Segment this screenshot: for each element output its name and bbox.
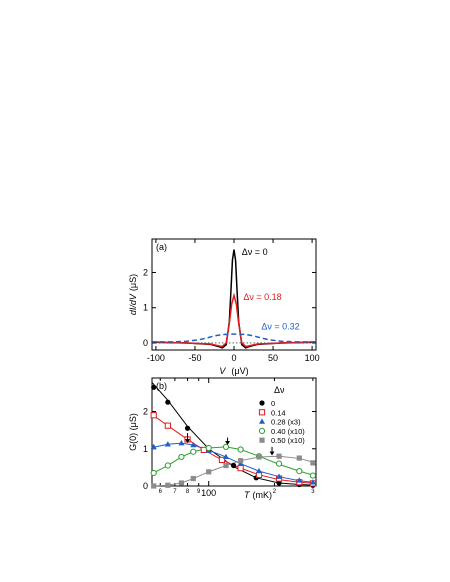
panel-a-ylabel-unit: (μS) bbox=[128, 274, 138, 291]
panel-b-point-3 bbox=[164, 462, 171, 469]
panel-b-arrow-head bbox=[269, 451, 275, 456]
panel-b-legend-marker-0 bbox=[259, 400, 265, 406]
panel-b-point-4 bbox=[151, 483, 157, 489]
panel-b-xlabel: T (mK) bbox=[244, 490, 272, 500]
panel-a-xtick-label: -100 bbox=[147, 353, 165, 363]
panel-b-xtick-label: 8 bbox=[186, 489, 190, 495]
panel-b-point-2 bbox=[190, 441, 197, 448]
panel-a-annotation: Δν = 0.32 bbox=[261, 322, 299, 332]
panel-b-point-1 bbox=[218, 456, 226, 464]
panel-b-point-2 bbox=[296, 477, 303, 483]
panel-b-point-2 bbox=[276, 473, 283, 479]
panel-b-arrow-head bbox=[225, 441, 231, 446]
panel-b-point-2 bbox=[150, 443, 157, 450]
panel-b-point-1 bbox=[237, 465, 244, 472]
panel-b-point-2 bbox=[164, 441, 171, 447]
panel-b-legend-marker-1 bbox=[258, 409, 266, 416]
panel-a-ylabel-var: dI/dV bbox=[128, 293, 138, 315]
panel-b-xtick-label: 9 bbox=[197, 489, 201, 495]
panel-b-point-3 bbox=[309, 472, 316, 479]
panel-b-point-4 bbox=[238, 458, 244, 464]
panel-a-label: (a) bbox=[156, 242, 167, 252]
panel-b-legend-label-3: 0.40 (x10) bbox=[271, 427, 305, 436]
panel-a-xlabel-var: V bbox=[219, 366, 226, 376]
panel-b-point-3 bbox=[237, 446, 244, 453]
panel-a-ytick-label: 2 bbox=[143, 267, 148, 277]
panel-a-xtick-label: 50 bbox=[268, 353, 278, 363]
panel-a-annotation: Δν = 0.18 bbox=[243, 292, 281, 302]
panel-b-ytick-label: 0 bbox=[143, 481, 148, 491]
panel-b-point-2 bbox=[256, 467, 263, 474]
panel-b-point-0 bbox=[165, 399, 171, 405]
panel-b-legend-label-4: 0.50 (x10) bbox=[271, 436, 305, 445]
panel-b-point-0 bbox=[276, 480, 282, 486]
panel-b-legend-label-1: 0.14 bbox=[271, 408, 286, 417]
panel-b-point-3 bbox=[205, 444, 212, 452]
panel-b-point-2 bbox=[309, 479, 316, 485]
panel-b-xtick-label: 7 bbox=[173, 489, 177, 495]
panel-b-xtick-label: 100 bbox=[201, 488, 216, 498]
panel-b-label: (b) bbox=[156, 381, 167, 391]
panel-b-legend-marker-2 bbox=[259, 418, 265, 424]
panel-b-legend-marker-4 bbox=[259, 437, 265, 443]
panel-b-point-2 bbox=[178, 439, 185, 446]
panel-b-point-2 bbox=[222, 453, 229, 460]
panel-a-xlabel: V (μV) bbox=[219, 366, 248, 376]
panel-b-point-4 bbox=[256, 454, 262, 460]
panel-b-xlabel-var: T bbox=[244, 490, 251, 500]
panel-a-xtick-label: 100 bbox=[305, 353, 320, 363]
panel-b-point-1 bbox=[150, 412, 157, 419]
panel-b-point-3 bbox=[296, 468, 303, 475]
panel-b-point-0 bbox=[230, 462, 237, 469]
panel-b-legend-title: Δν bbox=[274, 385, 285, 395]
panel-b-xtick-label: 6 bbox=[159, 489, 163, 495]
panel-b-legend-label-2: 0.28 (x3) bbox=[271, 418, 301, 427]
panel-a-series-line-2 bbox=[152, 333, 316, 343]
panel-b-point-4 bbox=[296, 455, 302, 461]
panel-a-xtick-label: -50 bbox=[188, 353, 201, 363]
panel-b-arrow-head bbox=[185, 439, 191, 444]
panel-b-point-4 bbox=[276, 453, 282, 459]
panel-b-fit-line-3 bbox=[151, 446, 317, 477]
panel-b-point-3 bbox=[150, 469, 157, 477]
panel-b-point-4 bbox=[190, 475, 196, 482]
panel-b-point-3 bbox=[275, 460, 283, 467]
panel-a-ytick-label: 0 bbox=[143, 338, 148, 348]
panel-b-point-4 bbox=[178, 480, 185, 486]
panel-a-xlabel-unit: (μV) bbox=[231, 366, 248, 376]
panel-b-point-0 bbox=[151, 384, 157, 390]
panel-b-point-4 bbox=[165, 482, 171, 488]
panel-a-annotation: Δν = 0 bbox=[242, 247, 268, 257]
panel-a-series-line-0 bbox=[151, 249, 317, 349]
panel-a: -100 -50 0 50 100 0 1 2 Δν = 0 Δν = 0.18 Δν = 0.32… bbox=[128, 238, 320, 376]
panel-b-point-4 bbox=[206, 469, 212, 475]
panel-b-point-4 bbox=[223, 462, 229, 469]
panel-b-legend-label-0: 0 bbox=[271, 399, 275, 408]
panel-b-point-3 bbox=[178, 453, 185, 461]
panel-b-point-3 bbox=[190, 448, 197, 455]
panel-a-xtick-label: 0 bbox=[231, 353, 236, 363]
panel-b-ytick-label: 1 bbox=[143, 444, 148, 454]
panel-b-point-4 bbox=[310, 460, 316, 466]
panel-b-ylabel: G(0) (μS) bbox=[128, 413, 138, 451]
panel-a-ytick-label: 1 bbox=[143, 303, 148, 313]
panel-a-ylabel: dI/dV (μS) bbox=[128, 274, 138, 315]
panel-b-xtick-label: 2 bbox=[273, 489, 277, 495]
panel-b-point-3 bbox=[222, 443, 230, 450]
panel-a-series-line-1 bbox=[151, 292, 317, 348]
panel-b-ytick-label: 2 bbox=[143, 407, 148, 417]
panel-b-xtick-label: 3 bbox=[311, 489, 315, 495]
panel-b-point-0 bbox=[184, 425, 191, 431]
panel-b-legend-marker-3 bbox=[258, 427, 266, 434]
panel-b-point-1 bbox=[164, 422, 171, 429]
panel-b-xlabel-unit: (mK) bbox=[253, 490, 273, 500]
panel-b-frame bbox=[151, 377, 317, 487]
